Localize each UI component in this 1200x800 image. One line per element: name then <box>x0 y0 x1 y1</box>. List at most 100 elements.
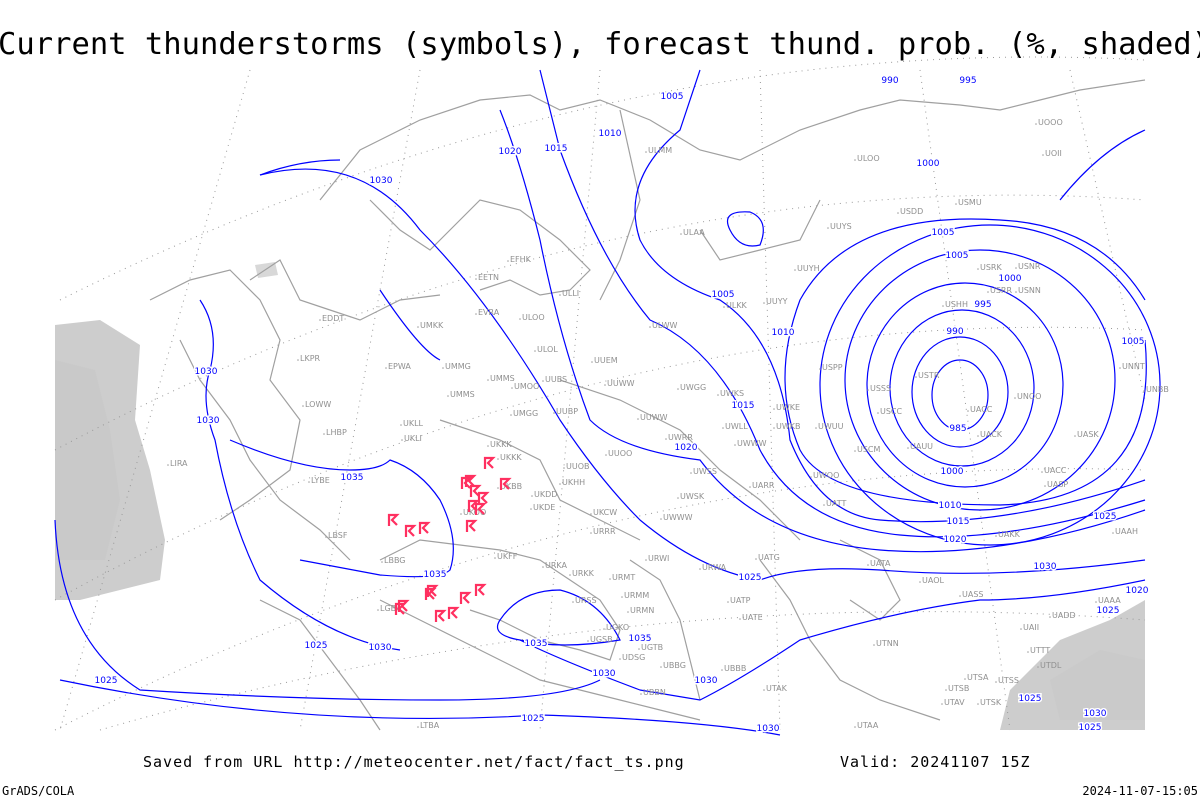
station-dot <box>1037 666 1039 668</box>
station-label: ULAA <box>683 228 705 237</box>
isobar-ring <box>819 224 1161 546</box>
station-label: UASP <box>1047 480 1068 489</box>
station-label: UBBN <box>643 688 666 697</box>
station-label: UTTT <box>1030 646 1050 655</box>
station-label: UKOO <box>463 508 486 517</box>
station-dot <box>645 151 647 153</box>
isobar <box>539 69 1146 538</box>
station-dot <box>319 319 321 321</box>
station-dot <box>1015 267 1017 269</box>
station-dot <box>823 504 825 506</box>
station-dot <box>507 260 509 262</box>
station-label: UKKK <box>490 440 512 449</box>
station-dot <box>297 359 299 361</box>
station-dot <box>897 212 899 214</box>
isobar <box>784 218 1147 506</box>
station-label: UATG <box>758 553 780 562</box>
thunderstorm-symbol-icon <box>474 502 487 515</box>
isobar-label: 1030 <box>369 643 392 653</box>
station-label: LGBA <box>380 604 402 613</box>
station-label: URWI <box>648 554 669 563</box>
station-label: URKK <box>572 569 595 578</box>
grid-line <box>759 69 781 731</box>
station-dot <box>460 513 462 515</box>
thunderstorm-symbol-icon <box>499 477 512 490</box>
station-dot <box>680 233 682 235</box>
station-dot <box>603 628 605 630</box>
isobar-label: 1005 <box>946 251 969 261</box>
station-label: UWUU <box>818 422 844 431</box>
isobar-label: 1005 <box>661 92 684 102</box>
thunderstorm-symbol-icon <box>464 474 477 487</box>
isobar-label: 1020 <box>944 535 967 545</box>
station-dot <box>977 268 979 270</box>
station-label: UTSB <box>948 684 969 693</box>
station-dot <box>977 703 979 705</box>
station-dot <box>915 376 917 378</box>
station-label: LBBG <box>384 556 406 565</box>
station-dot <box>497 487 499 489</box>
station-label: UKLI <box>404 434 422 443</box>
isobar-label: 1005 <box>1122 337 1145 347</box>
station-dot <box>1015 291 1017 293</box>
station-dot <box>815 427 817 429</box>
station-dot <box>377 609 379 611</box>
station-dot <box>385 367 387 369</box>
thunderstorm-symbol-icon <box>434 609 447 622</box>
isobar <box>259 159 341 176</box>
isobar-label: 1020 <box>675 443 698 453</box>
isobar-label: 1035 <box>629 634 652 644</box>
thunderstorm-symbol-icon <box>465 519 478 532</box>
station-label: UKFF <box>497 552 518 561</box>
isobar <box>59 679 781 736</box>
thunderstorm-symbol-icon <box>404 524 417 537</box>
station-dot <box>773 427 775 429</box>
station-label: LBSF <box>328 531 348 540</box>
station-label: USHH <box>945 300 968 309</box>
station-label: UGSB <box>590 635 613 644</box>
station-dot <box>955 203 957 205</box>
station-label: UATP <box>730 596 751 605</box>
station-dot <box>167 464 169 466</box>
station-dot <box>995 535 997 537</box>
station-label: UWSK <box>680 492 705 501</box>
station-dot <box>749 486 751 488</box>
station-label: UKLL <box>403 419 424 428</box>
station-dot <box>497 458 499 460</box>
station-label: ULMM <box>648 146 672 155</box>
station-dot <box>1143 390 1145 392</box>
isobar-label: 1030 <box>197 416 220 426</box>
coastline <box>319 79 1146 201</box>
station-label: UWKB <box>776 422 801 431</box>
station-dot <box>302 405 304 407</box>
station-dot <box>1014 397 1016 399</box>
isobar <box>1059 129 1146 201</box>
thunderstorm-symbol-icon <box>418 521 431 534</box>
station-label: UTAA <box>857 721 879 730</box>
station-label: UBBG <box>663 661 686 670</box>
station-label: URRR <box>593 527 616 536</box>
station-dot <box>677 388 679 390</box>
station-dot <box>494 557 496 559</box>
isobar-label: 1030 <box>370 176 393 186</box>
isobar-label: 1025 <box>1094 512 1117 522</box>
station-dot <box>867 389 869 391</box>
station-label: UMMS <box>450 390 475 399</box>
station-dot <box>447 395 449 397</box>
isobar-label: 1005 <box>932 228 955 238</box>
station-dot <box>308 481 310 483</box>
station-dot <box>530 508 532 510</box>
isobar-label: 1015 <box>947 517 970 527</box>
station-label: UAUU <box>910 442 933 451</box>
station-dot <box>1035 123 1037 125</box>
station-label: USNR <box>1018 262 1041 271</box>
coastline <box>599 109 641 301</box>
coastline <box>179 339 351 561</box>
isobar-label: 1000 <box>917 159 940 169</box>
station-dot <box>827 227 829 229</box>
station-dot <box>572 601 574 603</box>
station-label: LTBA <box>420 721 440 730</box>
station-label: URMM <box>624 591 649 600</box>
station-label: UTSK <box>980 698 1002 707</box>
station-dot <box>638 648 640 650</box>
